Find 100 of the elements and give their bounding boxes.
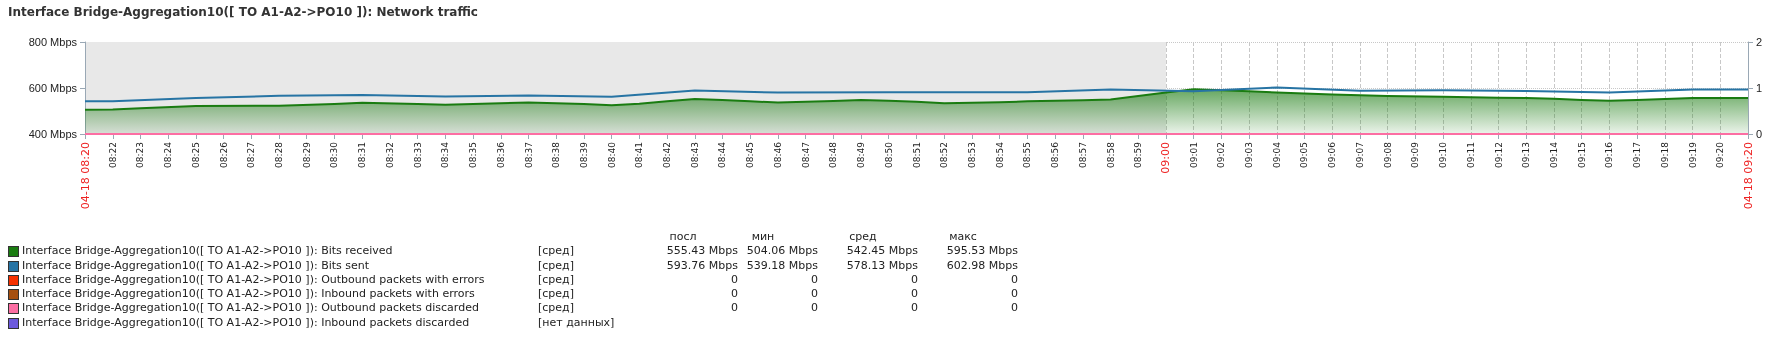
x-tick-label: 08:23 [135,142,146,168]
legend-label: Interface Bridge-Aggregation10([ TO A1-A2->PO10 ]): Inbound packets with errors [22,287,475,301]
text: 0 [911,287,918,301]
x-tick-label: 09:18 [1659,141,1670,168]
x-tick-label: 08:34 [440,141,451,168]
text: 539.18 Mbps [746,258,818,272]
text: 555.43 Mbps [665,244,738,258]
text: 0 [911,272,918,286]
x-tick-label: 09:03 [1244,142,1255,168]
x-tick-label: 08:47 [800,142,811,168]
legend-label: Interface Bridge-Aggregation10([ TO A1-A2->PO10 ]): Inbound packets discarded [22,315,470,329]
text: [сред] [538,258,574,272]
text: 0 [730,301,738,315]
x-tick-label: 09:02 [1216,142,1227,168]
x-tick-label: 09:04 [1271,141,1282,168]
x-tick-label: 09:01 [1188,142,1199,168]
x-tick-label: 04-18 08:20 [78,142,92,210]
text: макс [948,230,978,243]
x-tick-label: 08:52 [939,142,950,168]
x-tick-label: 09:14 [1548,141,1559,168]
x-tick-label: 08:46 [772,141,783,168]
x-tick-label: 04-18 09:20 [1741,142,1755,210]
x-tick-label: 08:48 [828,141,839,168]
x-tick-label: 09:07 [1355,142,1366,168]
x-tick-label: 08:37 [523,142,534,168]
text: сред [848,230,878,243]
y2-tick-label: 1 [1756,82,1763,94]
y2-tick-label: 2 [1756,36,1763,48]
x-tick-label: 08:41 [634,142,645,168]
x-tick-label: 09:13 [1521,142,1532,168]
text: 0 [811,301,818,315]
text: 0 [1011,272,1018,286]
x-tick-label: 09:05 [1299,142,1310,168]
x-tick-label: 09:00 [1159,142,1173,174]
x-tick-label: 08:31 [357,142,368,168]
x-tick-label: 08:26 [218,141,229,168]
text: 0 [811,272,818,286]
x-tick-label: 08:24 [163,141,174,168]
x-tick-label: 09:20 [1715,141,1726,168]
legend-label: Interface Bridge-Aggregation10([ TO A1-A2->PO10 ]): Bits sent [22,258,370,272]
text: 0 [1011,287,1018,301]
x-tick-label: 08:59 [1133,141,1144,168]
x-tick-label: 08:28 [274,141,285,168]
text: 602.98 Mbps [946,258,1018,272]
text: 542.45 Mbps [846,244,918,258]
y-tick-label: 400 Mbps [28,128,78,140]
text: посл [668,230,698,243]
x-tick-label: 08:50 [883,141,894,168]
x-tick-label: 09:10 [1438,141,1449,168]
text: 595.53 Mbps [946,244,1018,258]
x-tick-label: 08:30 [329,141,340,168]
x-tick-label: 08:29 [301,141,312,168]
text: [сред] [538,272,574,286]
text: 0 [730,287,738,301]
x-tick-label: 08:25 [190,142,201,168]
x-tick-label: 08:39 [578,141,589,168]
x-tick-label: 08:55 [1022,142,1033,168]
x-tick-label: 08:53 [966,142,977,168]
x-tick-label: 08:57 [1077,142,1088,168]
x-tick-label: 08:33 [412,142,423,168]
y-tick-label: 600 Mbps [28,82,78,94]
x-tick-label: 09:08 [1382,141,1393,168]
x-tick-label: 08:56 [1050,141,1061,168]
x-tick-label: 08:32 [384,142,395,168]
x-tick-label: 08:35 [467,142,478,168]
x-tick-label: 08:51 [911,142,922,168]
text: 504.06 Mbps [746,244,818,258]
legend-label: Interface Bridge-Aggregation10([ TO A1-A2->PO10 ]): Outbound packets discarded [22,301,479,315]
text: 0 [1011,301,1018,315]
x-tick-label: 08:45 [745,142,756,168]
line-series [84,86,1749,103]
y2-tick-label: 0 [1756,128,1763,140]
text: [сред] [538,244,574,258]
x-tick-label: 08:49 [856,141,867,168]
y-tick-label: 800 Mbps [28,36,78,48]
text: 593.76 Mbps [665,258,738,272]
text: 0 [811,287,818,301]
text: 0 [911,301,918,315]
x-tick-label: 08:58 [1105,141,1116,168]
x-tick-label: 09:16 [1604,141,1615,168]
x-tick-label: 09:06 [1327,141,1338,168]
x-tick-label: 09:19 [1687,141,1698,168]
x-tick-label: 08:22 [107,142,118,168]
x-tick-label: 09:15 [1576,142,1587,168]
text: 578.13 Mbps [846,258,918,272]
chart-title: Interface Bridge-Aggregation10([ TO A1-A2->PO10 ]): Network traffic [8,5,478,19]
text: 0 [730,272,738,286]
x-tick-label: 09:11 [1465,142,1476,168]
x-tick-label: 08:38 [551,141,562,168]
x-tick-label: 08:43 [689,142,700,168]
x-tick-label: 08:36 [495,141,506,168]
text: [сред] [538,287,574,301]
legend-label: Interface Bridge-Aggregation10([ TO A1-A2->PO10 ]): Outbound packets with errors [22,272,485,286]
x-tick-label: 08:42 [662,142,673,168]
x-tick-label: 08:44 [717,141,728,168]
text: [нет данных] [538,315,615,329]
x-tick-label: 08:54 [994,141,1005,168]
x-tick-label: 08:27 [246,142,257,168]
x-tick-label: 09:12 [1493,142,1504,168]
x-tick-label: 08:40 [606,141,617,168]
